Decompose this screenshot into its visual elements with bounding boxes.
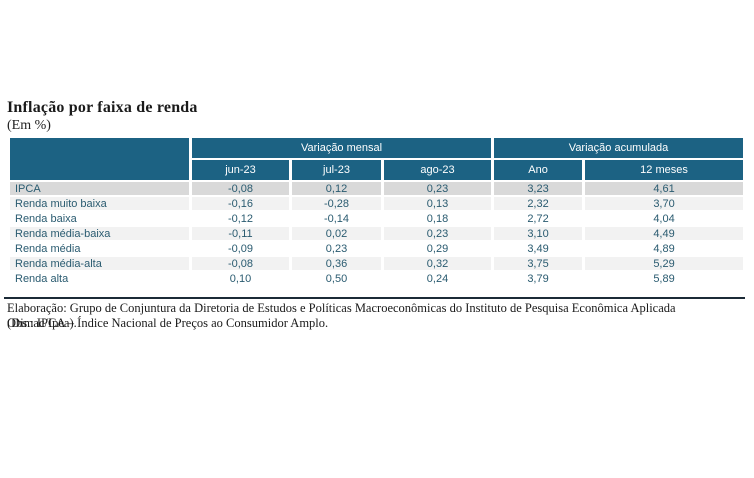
value-cell: 0,02	[289, 225, 384, 242]
row-label-cell: Renda alta	[7, 270, 192, 287]
value-cell: -0,12	[189, 210, 292, 227]
value-cell: 0,23	[289, 240, 384, 257]
value-cell: 0,24	[380, 270, 495, 287]
value-cell: 0,29	[380, 240, 495, 257]
col-header-ano: Ano	[491, 158, 586, 182]
table-bottom-divider	[4, 297, 745, 299]
row-label-cell: Renda muito baixa	[7, 195, 192, 212]
value-cell: 0,12	[289, 180, 384, 197]
value-cell: 4,04	[582, 210, 747, 227]
row-label-cell: Renda baixa	[7, 210, 192, 227]
value-cell: 5,89	[582, 270, 747, 287]
value-cell: 5,29	[582, 255, 747, 272]
inflation-table: Variação mensal Variação acumulada jun-2…	[7, 136, 747, 287]
value-cell: 2,72	[491, 210, 586, 227]
table-row: Renda baixa -0,12 -0,14 0,18 2,72 4,04	[7, 210, 747, 227]
col-header-12-meses: 12 meses	[582, 158, 747, 182]
value-cell: -0,08	[189, 255, 292, 272]
row-label-cell: Renda média-alta	[7, 255, 192, 272]
source-note: Elaboração: Grupo de Conjuntura da Diret…	[7, 301, 676, 330]
value-cell: 0,32	[380, 255, 495, 272]
table-row: Renda média-alta -0,08 0,36 0,32 3,75 5,…	[7, 255, 747, 272]
col-group-monthly-variation: Variação mensal	[188, 136, 495, 160]
obs-note: Obs.: IPCA – Índice Nacional de Preços a…	[7, 316, 329, 330]
table-row: Renda média-baixa -0,11 0,02 0,23 3,10 4…	[7, 225, 747, 242]
value-cell: 0,10	[189, 270, 292, 287]
row-label-cell: Renda média-baixa	[7, 225, 192, 242]
col-header-ago-23: ago-23	[380, 158, 495, 182]
table-row: Renda muito baixa -0,16 -0,28 0,13 2,32 …	[7, 195, 747, 212]
row-label-cell: IPCA	[7, 180, 192, 197]
value-cell: 2,32	[491, 195, 586, 212]
value-cell: 3,49	[491, 240, 586, 257]
value-cell: 0,23	[380, 225, 495, 242]
value-cell: 0,36	[289, 255, 384, 272]
value-cell: -0,14	[289, 210, 384, 227]
value-cell: 4,89	[582, 240, 747, 257]
value-cell: 4,61	[582, 180, 747, 197]
table-row: IPCA -0,08 0,12 0,23 3,23 4,61	[7, 180, 747, 197]
col-header-jul-23: jul-23	[289, 158, 384, 182]
value-cell: 3,79	[491, 270, 586, 287]
value-cell: 3,75	[491, 255, 586, 272]
col-group-accumulated-variation: Variação acumulada	[491, 136, 747, 160]
value-cell: -0,11	[189, 225, 292, 242]
value-cell: 0,23	[380, 180, 495, 197]
value-cell: 0,50	[289, 270, 384, 287]
header-columns-row: jun-23 jul-23 ago-23 Ano 12 meses	[9, 158, 747, 182]
corner-header-cell	[7, 136, 192, 182]
value-cell: 3,10	[491, 225, 586, 242]
value-cell: -0,09	[189, 240, 292, 257]
col-header-jun-23: jun-23	[189, 158, 292, 182]
table-row: Renda média -0,09 0,23 0,29 3,49 4,89	[7, 240, 747, 257]
figure-title: Inflação por faixa de renda	[7, 99, 198, 116]
value-cell: -0,28	[289, 195, 384, 212]
value-cell: -0,08	[189, 180, 292, 197]
value-cell: 0,13	[380, 195, 495, 212]
table-row: Renda alta 0,10 0,50 0,24 3,79 5,89	[7, 270, 747, 287]
header-group-row: Variação mensal Variação acumulada	[7, 136, 747, 182]
value-cell: 0,18	[380, 210, 495, 227]
value-cell: 3,70	[582, 195, 747, 212]
value-cell: -0,16	[189, 195, 292, 212]
figure-unit-label: (Em %)	[7, 118, 51, 133]
value-cell: 3,23	[491, 180, 586, 197]
value-cell: 4,49	[582, 225, 747, 242]
row-label-cell: Renda média	[7, 240, 192, 257]
